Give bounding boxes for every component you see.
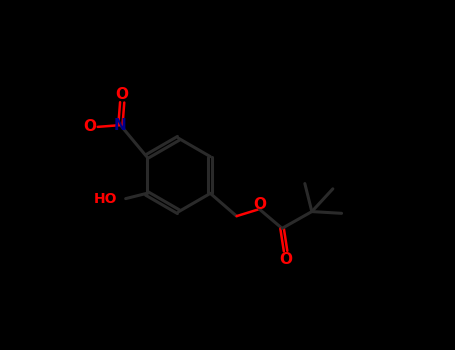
Text: O: O xyxy=(83,119,96,134)
Text: HO: HO xyxy=(93,192,117,206)
Text: O: O xyxy=(253,197,266,212)
Text: O: O xyxy=(279,252,292,267)
Text: O: O xyxy=(116,87,129,102)
Text: N: N xyxy=(114,118,127,133)
